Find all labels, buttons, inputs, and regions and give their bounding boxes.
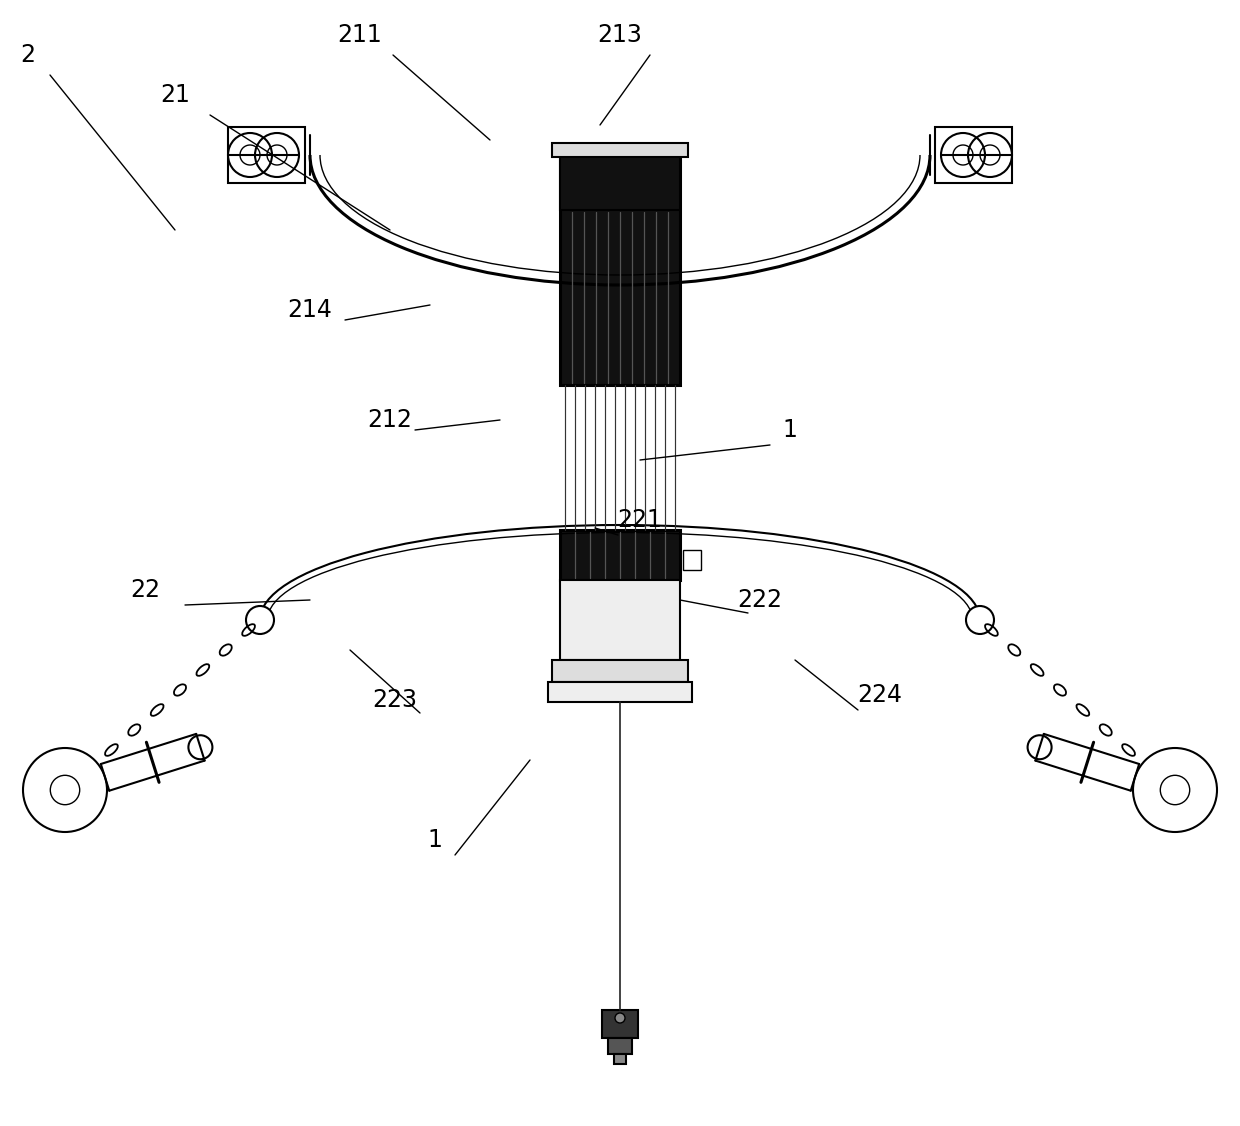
Circle shape — [246, 606, 274, 634]
Bar — [608, 1038, 632, 1054]
Bar — [935, 127, 1012, 184]
Circle shape — [1028, 735, 1052, 759]
Text: 221: 221 — [618, 508, 662, 531]
Circle shape — [188, 735, 212, 759]
Text: 223: 223 — [372, 688, 418, 712]
Bar — [548, 682, 692, 701]
Text: 1: 1 — [782, 418, 797, 443]
Bar — [560, 155, 680, 211]
Text: 211: 211 — [337, 23, 382, 47]
Text: 22: 22 — [130, 578, 160, 602]
Text: 212: 212 — [367, 408, 413, 432]
Bar — [601, 1010, 639, 1038]
Bar — [683, 549, 701, 570]
Circle shape — [966, 606, 994, 634]
Text: 1: 1 — [428, 828, 443, 852]
Circle shape — [615, 1013, 625, 1024]
Bar — [552, 660, 688, 682]
Text: 2: 2 — [21, 43, 36, 68]
Text: 21: 21 — [160, 83, 190, 107]
Text: 224: 224 — [858, 683, 903, 707]
Bar — [560, 530, 680, 580]
Bar — [560, 155, 680, 385]
Bar — [614, 1054, 626, 1064]
Text: 213: 213 — [598, 23, 642, 47]
Text: 214: 214 — [288, 298, 332, 322]
Text: 222: 222 — [738, 588, 782, 613]
Bar — [560, 580, 680, 660]
Bar — [228, 127, 305, 184]
Bar — [552, 143, 688, 157]
